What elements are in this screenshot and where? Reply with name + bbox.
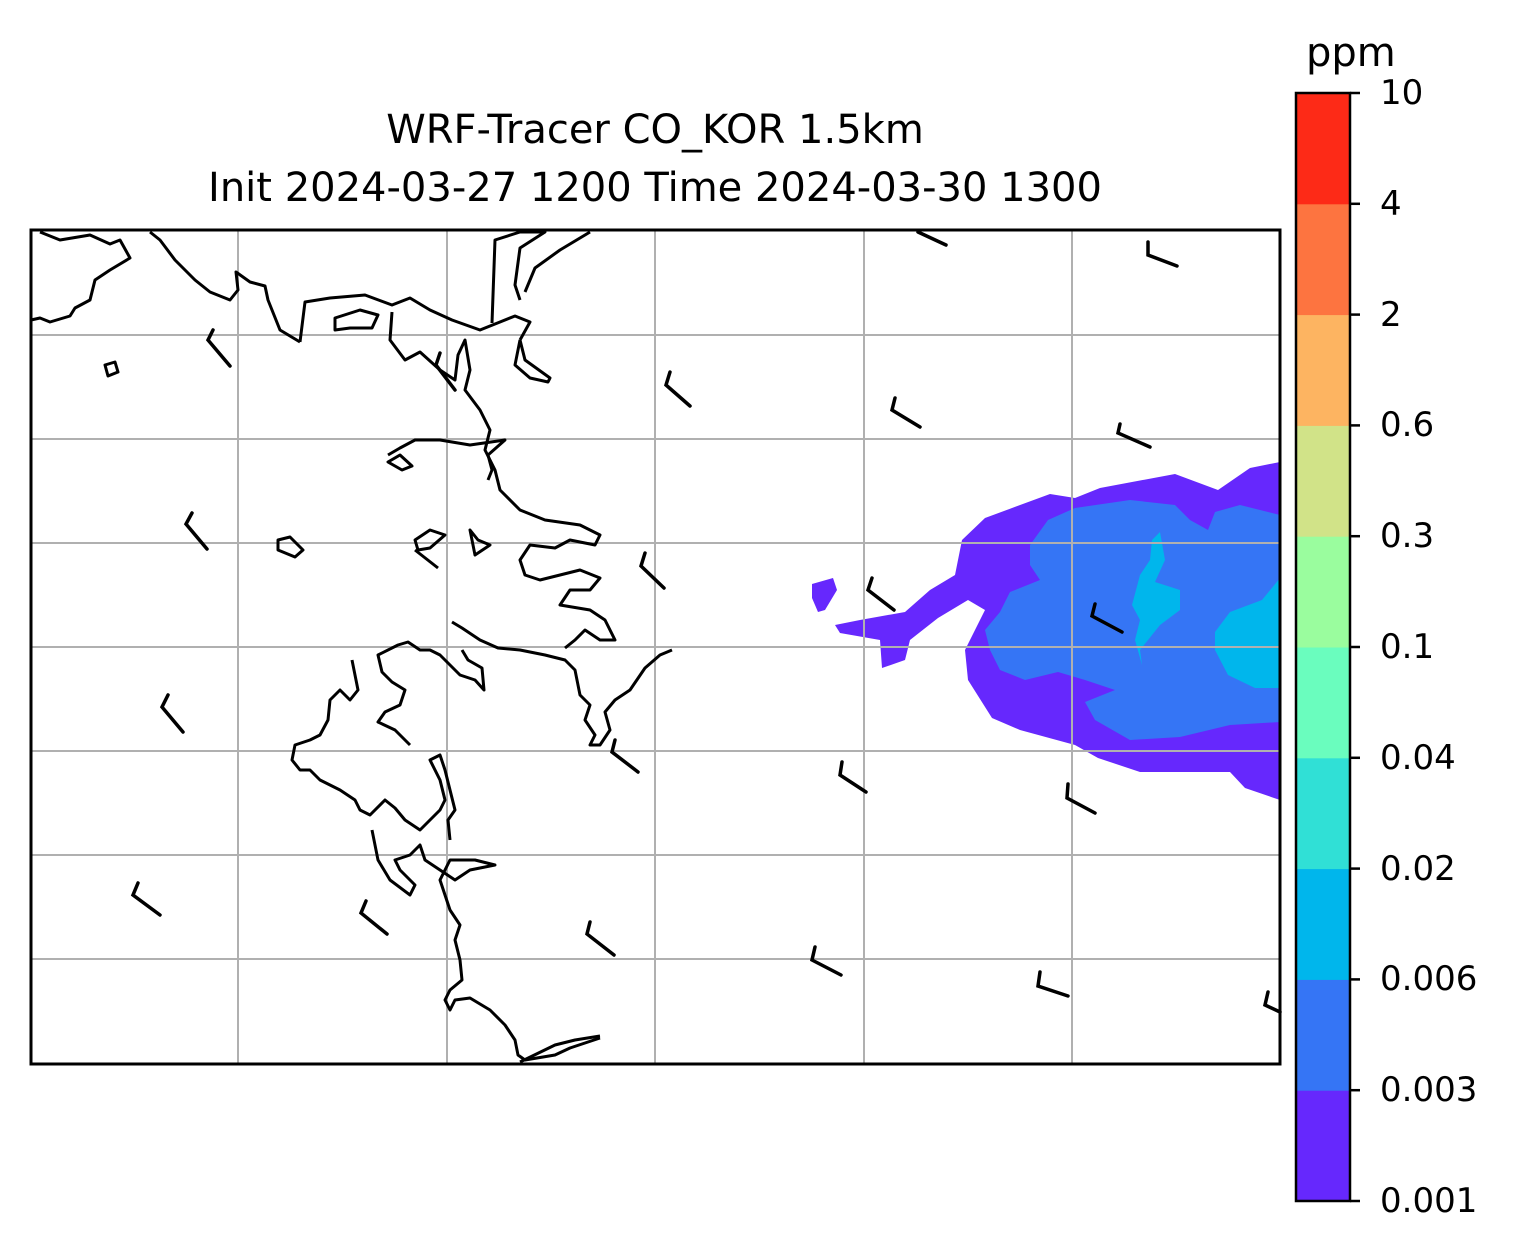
colorbar-tick-label: 0.02 xyxy=(1380,848,1456,889)
wind-barbs xyxy=(130,230,1282,1014)
colorbar-segment xyxy=(1296,868,1350,980)
colorbar-tick-label: 0.3 xyxy=(1380,516,1435,557)
coastline-south-3 xyxy=(290,659,457,841)
coastline-west-1 xyxy=(388,311,617,650)
wind-barb xyxy=(1262,990,1282,1014)
wind-barb xyxy=(1036,970,1070,998)
coastline-island-3 xyxy=(386,453,414,472)
coastline-mid-island-1 xyxy=(276,535,305,559)
wind-barb xyxy=(1089,602,1124,634)
wind-barb xyxy=(1115,422,1152,449)
coastlines xyxy=(30,230,673,1064)
wind-barb xyxy=(865,576,896,612)
coastline-west-2 xyxy=(387,438,507,481)
colorbar-tick-label: 2 xyxy=(1380,294,1402,335)
colorbar-segment xyxy=(1296,979,1350,1091)
colorbar-segment xyxy=(1296,1090,1350,1202)
map-subtitle: Init 2024-03-27 1200 Time 2024-03-30 130… xyxy=(208,165,1102,211)
coastline-south-1 xyxy=(451,620,673,747)
coastline-north xyxy=(30,230,132,324)
coastline-mid-island-3 xyxy=(468,528,492,557)
colorbar-segment xyxy=(1296,757,1350,870)
coastline-north-b xyxy=(149,230,301,344)
coastline-south-5 xyxy=(519,1034,601,1064)
co-concentration-plume xyxy=(812,462,1280,800)
map-title: WRF-Tracer CO_KOR 1.5km xyxy=(386,107,924,153)
wind-barb xyxy=(838,760,868,794)
coastline-south-2 xyxy=(376,640,486,747)
wind-barb xyxy=(889,396,922,429)
colorbar-segment xyxy=(1296,203,1350,316)
colorbar-segment xyxy=(1296,425,1350,537)
coastline-island-1 xyxy=(333,308,380,332)
wind-barb xyxy=(130,881,162,917)
wind-barb xyxy=(663,370,692,408)
colorbar-tick-label: 0.006 xyxy=(1380,959,1478,1000)
colorbar-segment xyxy=(1296,647,1350,759)
colorbar-tick-label: 0.003 xyxy=(1380,1070,1478,1111)
wind-barb xyxy=(159,693,185,734)
colorbar-tick-label: 0.6 xyxy=(1380,405,1435,446)
map-frame xyxy=(29,228,1282,1066)
plume-level-0003 xyxy=(985,500,1280,740)
wind-barb xyxy=(610,738,640,774)
wind-barb xyxy=(639,551,666,590)
colorbar-tick-label: 0.001 xyxy=(1380,1181,1478,1221)
coastline-peninsula xyxy=(513,339,552,384)
wind-barb xyxy=(434,351,457,392)
wind-barb xyxy=(916,230,948,247)
plume-level-0006 xyxy=(1215,578,1280,688)
colorbar-unit: ppm xyxy=(1306,30,1396,76)
colorbar-segment xyxy=(1296,536,1350,648)
coastline-south-4 xyxy=(370,829,601,1062)
coastline-bay xyxy=(298,293,532,343)
colorbar xyxy=(1294,91,1360,1203)
wind-barb xyxy=(809,945,843,977)
colorbar-segment xyxy=(1296,314,1350,426)
wind-barb xyxy=(183,511,209,551)
plume-level-0006-core xyxy=(1132,532,1180,665)
wind-barb xyxy=(1146,240,1179,268)
colorbar-tick-label: 10 xyxy=(1380,73,1424,113)
coastline-estuary-b xyxy=(523,230,591,293)
coastline-mid-island-2 xyxy=(413,528,447,552)
plume-level-0001-islet xyxy=(812,578,837,612)
coastline-estuary xyxy=(490,230,547,324)
wind-barb xyxy=(585,920,616,957)
coastline-island-2 xyxy=(103,360,120,378)
colorbar-tick-label: 4 xyxy=(1380,183,1402,224)
gridlines xyxy=(31,230,1280,1064)
colorbar-segment xyxy=(1296,93,1350,205)
wind-barb xyxy=(1065,782,1097,815)
wind-barb xyxy=(205,328,232,368)
colorbar-tick-label: 0.04 xyxy=(1380,737,1456,778)
coastline-mid-island-4 xyxy=(414,548,439,570)
colorbar-tick-label: 0.1 xyxy=(1380,627,1435,667)
wind-barb xyxy=(358,899,389,936)
